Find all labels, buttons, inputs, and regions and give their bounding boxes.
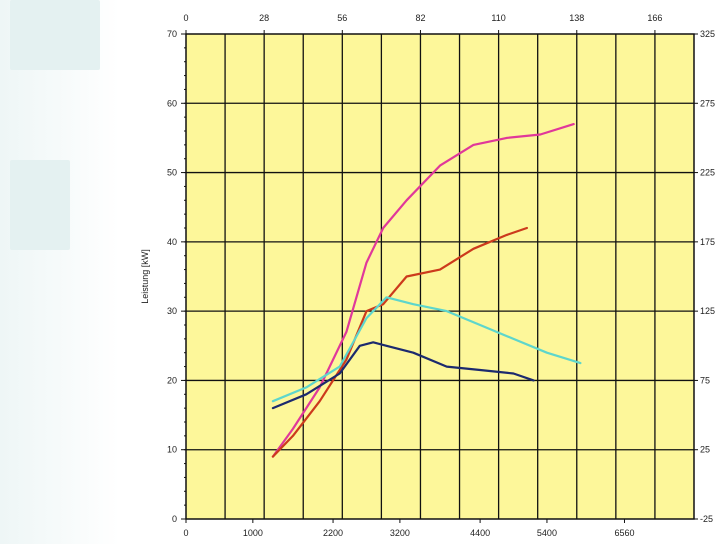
ghost-block-2 — [10, 160, 70, 250]
bottom-tick-label: 4400 — [470, 528, 490, 538]
y-tick-label: 50 — [167, 168, 177, 178]
top-tick-label: 28 — [259, 13, 269, 23]
right-tick-label: 275 — [700, 98, 715, 108]
series-line-4 — [271, 341, 535, 410]
right-tick-label: -25 — [700, 514, 713, 524]
y-tick-label: 40 — [167, 237, 177, 247]
series-line-3 — [271, 296, 582, 403]
y-axis-ticks: 0 10 20 30 40 50 60 70 — [167, 29, 186, 524]
bottom-tick-label: 1000 — [243, 528, 263, 538]
top-tick-label: 138 — [569, 13, 584, 23]
bottom-tick-label: 0 — [183, 528, 188, 538]
horizontal-gridlines — [186, 102, 694, 451]
bottom-tick-label: 3200 — [390, 528, 410, 538]
left-margin — [0, 0, 150, 544]
right-tick-label: 175 — [700, 237, 715, 247]
top-tick-label: 0 — [183, 13, 188, 23]
right-tick-label: 325 — [700, 29, 715, 39]
y-tick-label: 0 — [172, 514, 177, 524]
y-tick-label: 60 — [167, 98, 177, 108]
series-lines — [271, 122, 582, 458]
plot-frame — [185, 33, 695, 520]
y-tick-label: 20 — [167, 375, 177, 385]
plot-area — [186, 34, 694, 519]
top-tick-label: 110 — [491, 13, 505, 23]
top-axis-ticks: 0 28 56 82 110 138 166 — [183, 13, 662, 34]
right-tick-label: 125 — [700, 306, 715, 316]
right-tick-label: 25 — [700, 445, 710, 455]
y-tick-label: 30 — [167, 306, 177, 316]
right-tick-label: 75 — [700, 375, 710, 385]
y-axis-label: Leistung [kW] — [140, 249, 150, 304]
bottom-tick-label: 6560 — [614, 528, 634, 538]
bottom-tick-label: 5400 — [537, 528, 557, 538]
series-line-1 — [271, 122, 575, 458]
right-tick-label: 225 — [700, 168, 715, 178]
top-tick-label: 82 — [415, 13, 425, 23]
bottom-tick-label: 2200 — [323, 528, 343, 538]
top-tick-label: 166 — [647, 13, 662, 23]
top-tick-label: 56 — [337, 13, 347, 23]
vertical-gridlines — [224, 34, 656, 519]
series-line-2 — [271, 226, 529, 458]
ghost-block-1 — [10, 0, 100, 70]
y-tick-label: 10 — [167, 445, 177, 455]
y-tick-label: 70 — [167, 29, 177, 39]
bottom-axis-ticks: 0 1000 2200 3200 4400 5400 6560 — [183, 519, 634, 538]
right-axis-ticks: -25 25 75 125 175 225 275 325 — [694, 29, 715, 524]
